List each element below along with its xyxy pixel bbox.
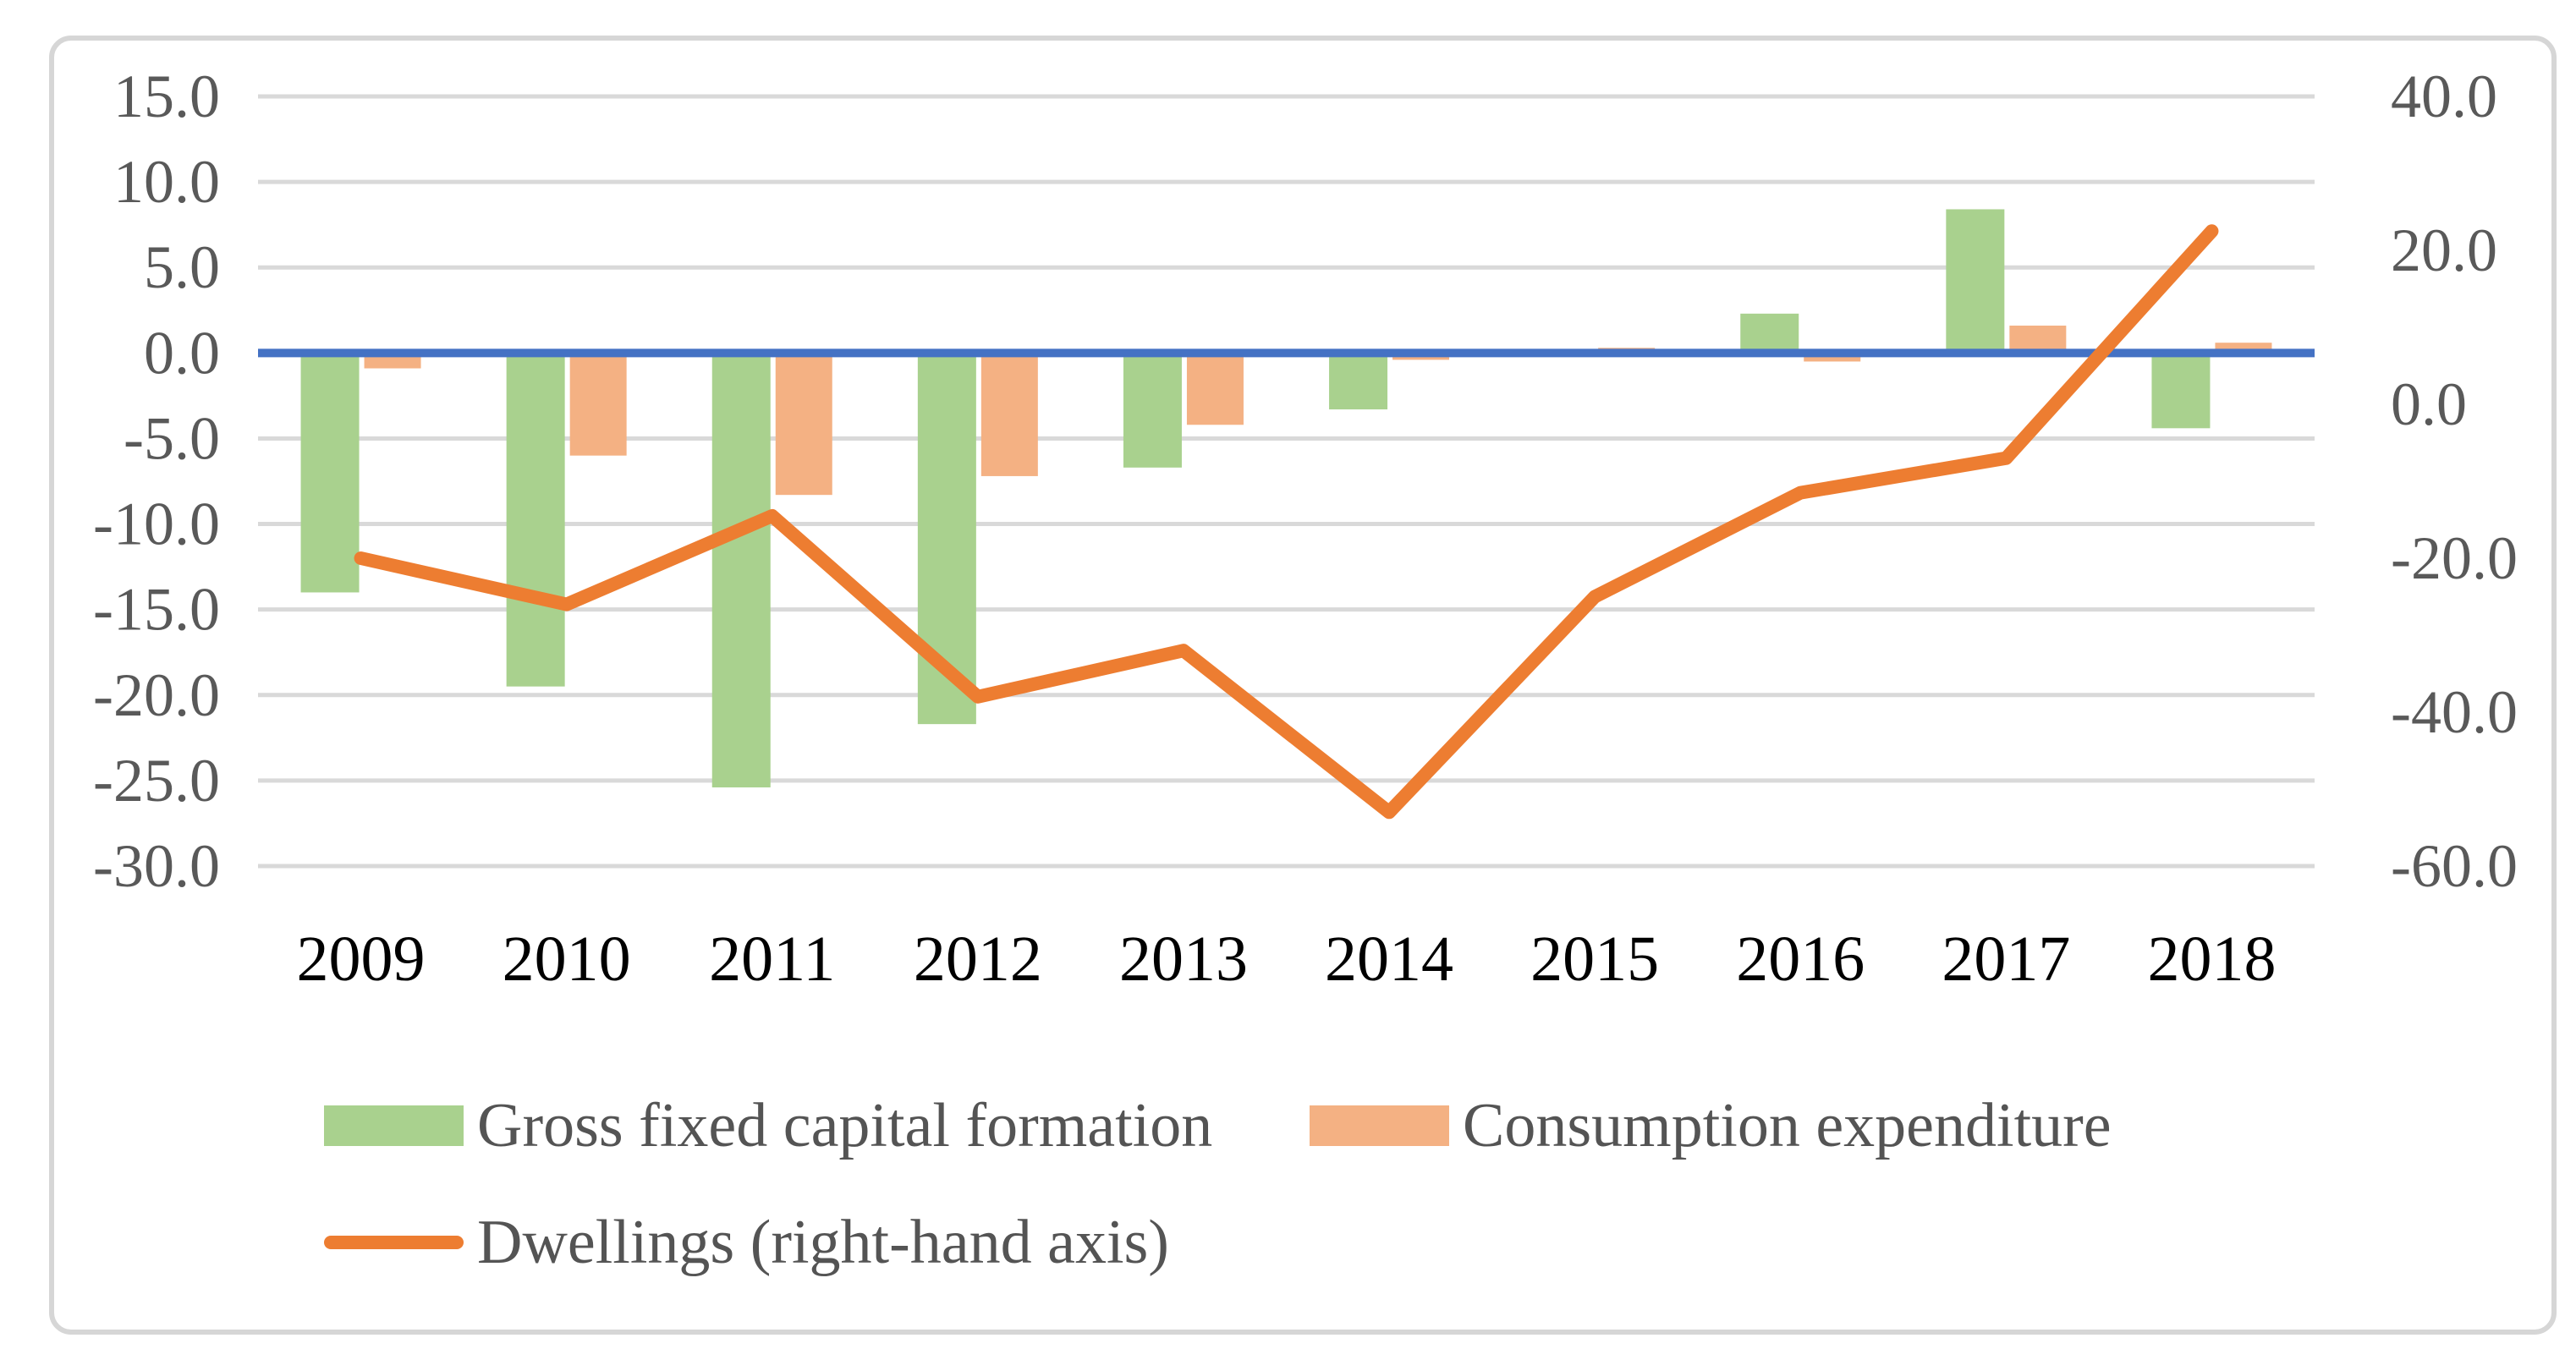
- gfcf-bar: [1329, 353, 1388, 410]
- gfcf-bar: [1946, 209, 2005, 354]
- left-axis-tick-label: -15.0: [93, 576, 220, 644]
- left-axis-tick-label: -20.0: [93, 661, 220, 729]
- right-axis-tick-label: 0.0: [2391, 370, 2467, 438]
- dwellings-line: [354, 224, 2219, 820]
- gfcf-bar: [1740, 313, 1799, 354]
- left-axis-tick-label: -25.0: [93, 747, 220, 814]
- gfcf-bar: [300, 353, 360, 593]
- x-axis-year-label: 2012: [914, 924, 1042, 995]
- consumption-bar: [1804, 353, 1861, 362]
- x-axis-year-label: 2015: [1530, 924, 1659, 995]
- right-axis-tick-label: -40.0: [2391, 678, 2518, 746]
- left-axis-tick-label: -5.0: [124, 404, 220, 472]
- left-axis-tick-label: 5.0: [144, 233, 220, 301]
- gfcf-bar: [711, 353, 771, 787]
- legend-item-consumption: Consumption expenditure: [1310, 1094, 2112, 1157]
- gfcf-bar: [506, 353, 565, 687]
- x-axis-year-label: 2018: [2147, 924, 2276, 995]
- right-axis-tick-label: 40.0: [2391, 63, 2497, 130]
- legend-label-gfcf: Gross fixed capital formation: [477, 1091, 1213, 1160]
- left-axis-tick-label: -30.0: [93, 832, 220, 900]
- legend-item-dwellings: Dwellings (right-hand axis): [324, 1211, 1169, 1274]
- x-axis-year-label: 2010: [503, 924, 631, 995]
- left-axis-tick-label: 0.0: [144, 319, 220, 387]
- left-axis-tick-label: 15.0: [113, 63, 220, 130]
- x-axis-year-label: 2009: [297, 924, 426, 995]
- right-axis-tick-label: 20.0: [2391, 217, 2497, 284]
- gfcf-bar: [1123, 353, 1182, 468]
- legend-item-gfcf: Gross fixed capital formation: [324, 1094, 1212, 1157]
- left-axis-tick-label: -10.0: [93, 491, 220, 558]
- x-axis-year-label: 2014: [1325, 924, 1453, 995]
- dwellings-line-swatch-icon: [324, 1236, 464, 1249]
- x-axis-year-label: 2017: [1942, 924, 2070, 995]
- consumption-bar: [775, 353, 832, 496]
- consumption-bar: [569, 353, 627, 456]
- consumption-bar: [1186, 353, 1244, 425]
- legend-label-consumption: Consumption expenditure: [1463, 1091, 2112, 1160]
- consumption-swatch-icon: [1310, 1105, 1449, 1146]
- x-axis-year-label: 2011: [709, 924, 835, 995]
- legend-label-dwellings: Dwellings (right-hand axis): [477, 1208, 1169, 1277]
- consumption-bar: [980, 353, 1038, 476]
- consumption-bar: [2009, 325, 2067, 354]
- gfcf-swatch-icon: [324, 1105, 464, 1146]
- x-axis-year-label: 2013: [1119, 924, 1248, 995]
- right-axis-tick-label: -20.0: [2391, 524, 2518, 592]
- x-axis-year-label: 2016: [1736, 924, 1865, 995]
- right-axis-tick-label: -60.0: [2391, 832, 2518, 900]
- left-axis-tick-label: 10.0: [113, 148, 220, 216]
- gfcf-bar: [2151, 353, 2211, 429]
